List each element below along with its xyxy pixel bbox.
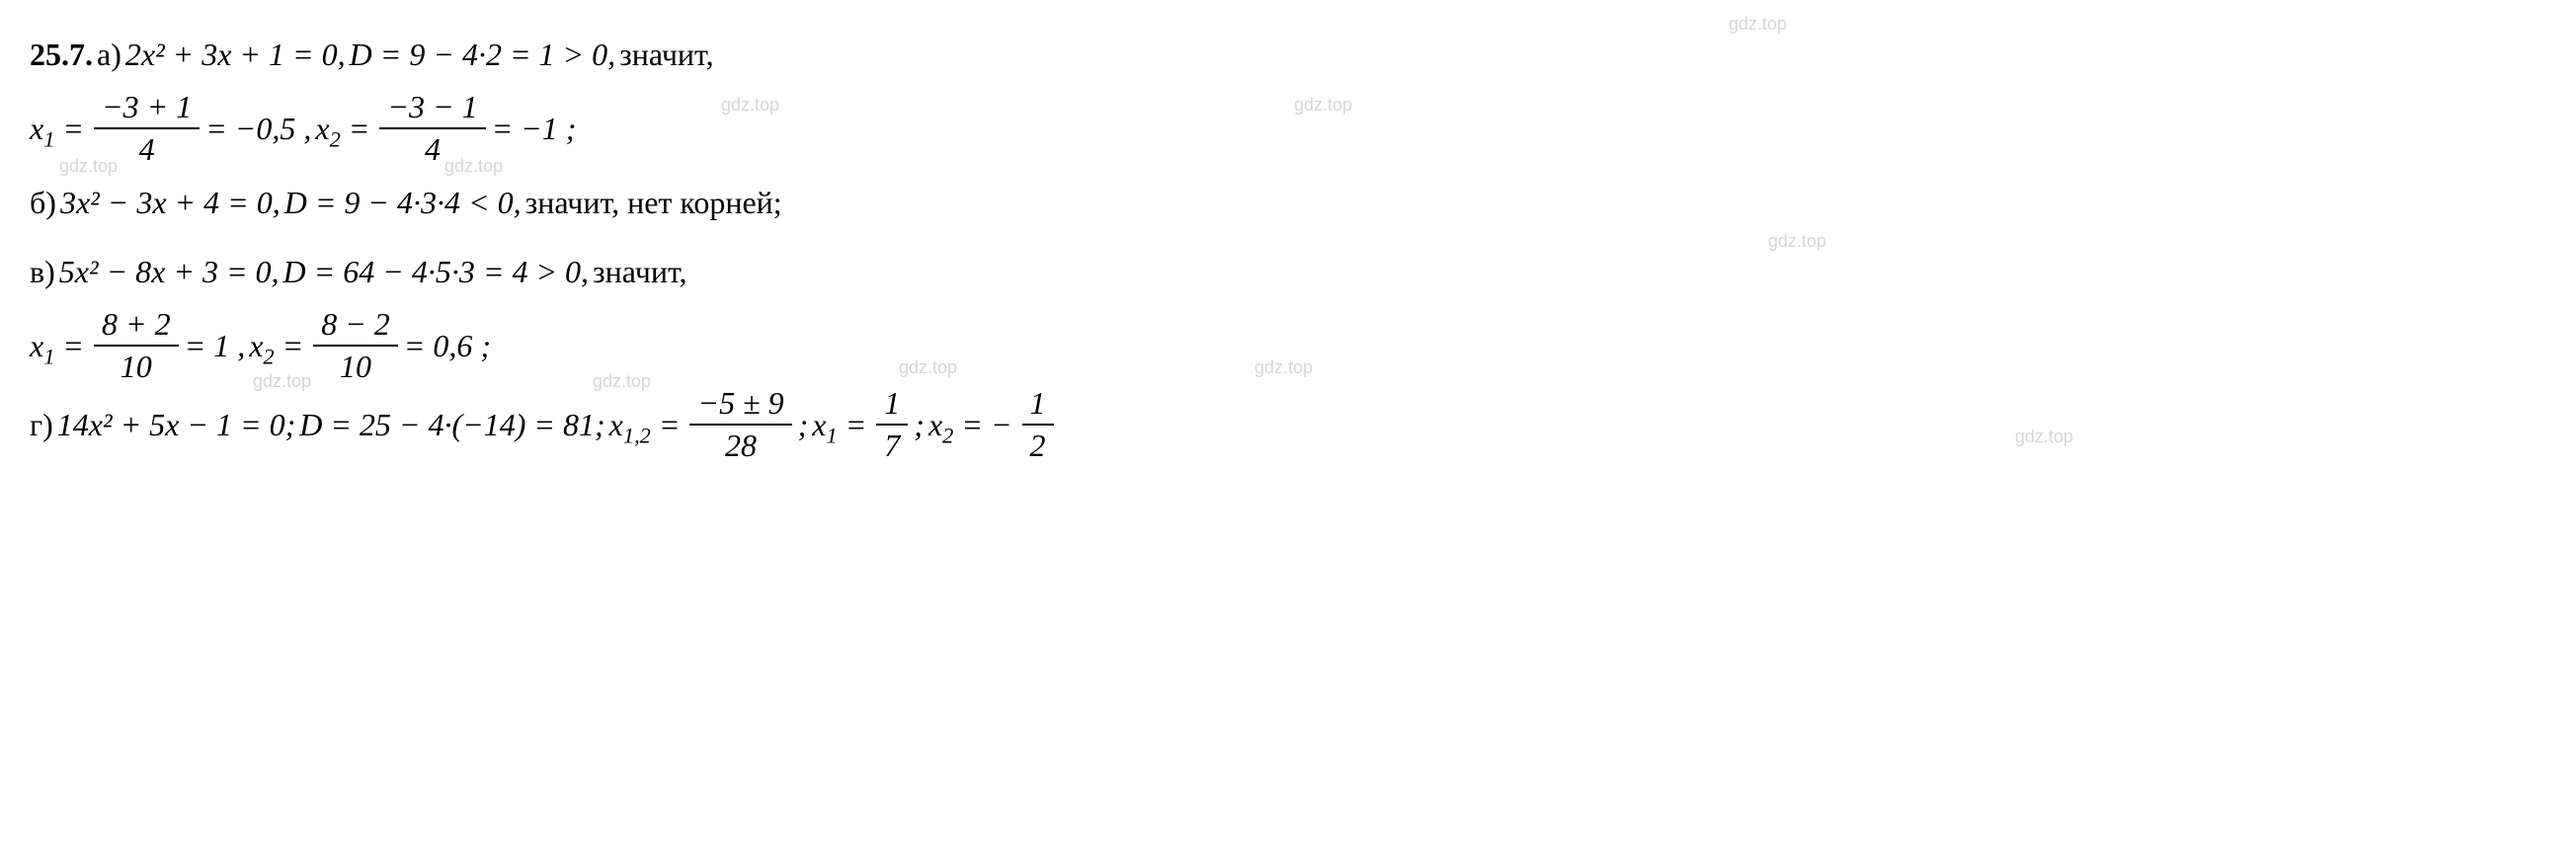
problem-number: 25.7. xyxy=(30,37,93,73)
x1-fraction: 1 7 xyxy=(876,385,908,464)
part-d-line: gdz.top gdz.top gdz.top г) 14x² + 5x − 1… xyxy=(30,385,2546,464)
x12-fraction: −5 ± 9 28 xyxy=(689,385,791,464)
x1-fraction: 8 + 2 10 xyxy=(94,306,179,385)
x12-var: x1,2 = xyxy=(609,407,681,443)
x2-value: = −1 ; xyxy=(492,111,577,147)
part-c-label: в) xyxy=(30,254,55,290)
part-a-roots: gdz.top gdz.top x1 = −3 + 1 4 = −0,5 , x… xyxy=(30,89,2546,168)
part-c-roots: gdz.top gdz.top x1 = 8 + 2 10 = 1 , x2 =… xyxy=(30,306,2546,385)
x2-fraction: −3 − 1 4 xyxy=(379,89,485,168)
watermark: gdz.top xyxy=(1254,357,1313,378)
part-d-label: г) xyxy=(30,407,53,443)
x2-value: = 0,6 ; xyxy=(404,328,491,364)
x2-var: x2 = − xyxy=(928,407,1012,443)
watermark: gdz.top xyxy=(721,95,779,116)
part-b-line: gdz.top gdz.top б) 3x² − 3x + 4 = 0, D =… xyxy=(30,168,2546,237)
x1-value: = −0,5 , xyxy=(205,111,311,147)
x1-value: = 1 , xyxy=(185,328,246,364)
watermark: gdz.top xyxy=(899,357,957,378)
x1-var: x1 = xyxy=(30,111,84,147)
watermark: gdz.top xyxy=(1729,14,1787,35)
part-c-line1: gdz.top в) 5x² − 8x + 3 = 0, D = 64 − 4·… xyxy=(30,237,2546,306)
part-c-discriminant: D = 64 − 4·5·3 = 4 > 0, xyxy=(283,254,589,290)
part-a-tail: значит, xyxy=(619,37,713,73)
part-d-equation: 14x² + 5x − 1 = 0; xyxy=(57,407,295,443)
part-b-discriminant: D = 9 − 4·3·4 < 0, xyxy=(284,185,522,221)
x2-fraction: 8 − 2 10 xyxy=(313,306,398,385)
x1-var: x1 = xyxy=(812,407,866,443)
part-b-tail: значит, нет корней; xyxy=(525,185,782,221)
part-b-equation: 3x² − 3x + 4 = 0, xyxy=(60,185,281,221)
part-c-equation: 5x² − 8x + 3 = 0, xyxy=(59,254,280,290)
part-c-tail: значит, xyxy=(593,254,686,290)
watermark: gdz.top xyxy=(1294,95,1352,116)
watermark: gdz.top xyxy=(2015,427,2073,447)
x12-tail: ; xyxy=(798,407,809,443)
part-a-line1: gdz.top 25.7. а) 2x² + 3x + 1 = 0, D = 9… xyxy=(30,20,2546,89)
x2-fraction: 1 2 xyxy=(1022,385,1054,464)
part-d-discriminant: D = 25 − 4·(−14) = 81; xyxy=(299,407,604,443)
x2-var: x2 = xyxy=(315,111,369,147)
part-b-label: б) xyxy=(30,185,56,221)
x1-tail: ; xyxy=(914,407,925,443)
x1-var: x1 = xyxy=(30,328,84,364)
part-a-discriminant: D = 9 − 4·2 = 1 > 0, xyxy=(350,37,615,73)
part-a-label: а) xyxy=(97,37,121,73)
x2-var: x2 = xyxy=(249,328,303,364)
part-a-equation: 2x² + 3x + 1 = 0, xyxy=(125,37,346,73)
x1-fraction: −3 + 1 4 xyxy=(94,89,200,168)
